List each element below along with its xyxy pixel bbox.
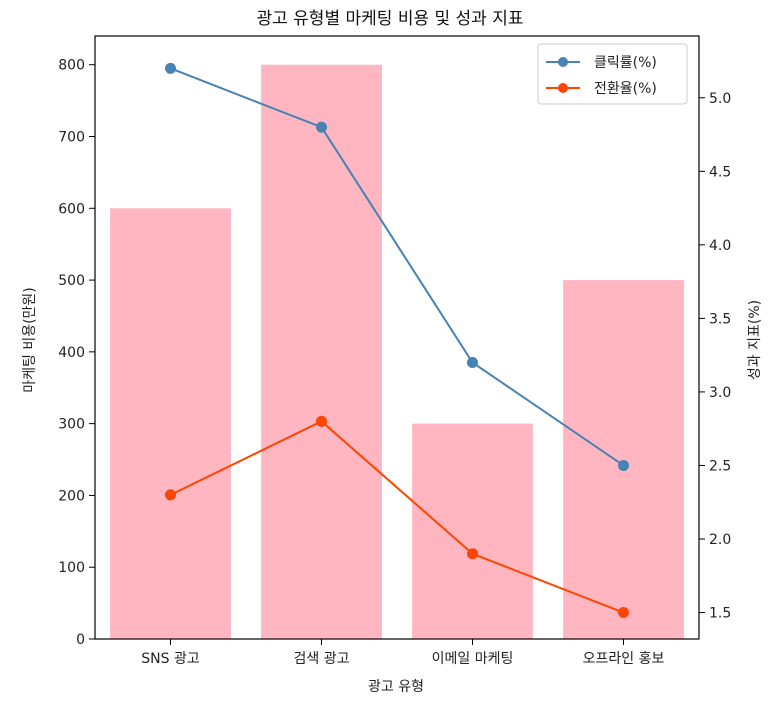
- x-tick-label: SNS 광고: [141, 651, 200, 667]
- legend-marker-click-rate: [558, 57, 568, 67]
- y-axis-right-title: 성과 지표(%): [747, 300, 763, 380]
- y-left-tick-label: 400: [58, 345, 85, 361]
- series-line-1: [170, 67, 625, 467]
- y-left-tick-label: 0: [76, 632, 85, 648]
- x-tick-label: 검색 광고: [294, 651, 350, 667]
- series-1-point-2: [316, 121, 327, 133]
- y-left-tick-label: 500: [58, 273, 85, 289]
- series-2-point-1: [165, 489, 176, 501]
- bar-2: [261, 64, 382, 639]
- y-left-tick-label: 600: [58, 201, 85, 217]
- series-2-point-4: [618, 607, 629, 619]
- x-tick-label: 오프라인 홍보: [583, 651, 665, 667]
- lines-layer: [165, 62, 629, 619]
- series-1-point-3: [467, 357, 478, 369]
- bars-layer: [110, 64, 684, 640]
- x-tick-label: 이메일 마케팅: [432, 651, 514, 667]
- bar-1: [110, 208, 231, 640]
- x-axis-title: 광고 유형: [368, 679, 424, 695]
- y-right-tick-label: 5.0: [709, 91, 731, 107]
- y-left-tick-label: 100: [58, 560, 85, 576]
- y-right-tick-label: 4.0: [709, 238, 731, 254]
- legend-label-click-rate: 클릭률(%): [594, 55, 657, 71]
- y-left-tick-label: 800: [58, 58, 85, 74]
- legend: 클릭률(%) 전환율(%): [537, 43, 688, 105]
- series-2-point-3: [467, 548, 478, 560]
- series-line-2: [170, 420, 624, 614]
- y-right-tick-label: 2.5: [709, 458, 731, 474]
- series-1-point-4: [618, 459, 629, 471]
- bar-4: [563, 280, 684, 639]
- y-left-tick-label: 700: [58, 130, 85, 146]
- y-right-tick-label: 4.5: [709, 164, 731, 180]
- y-right-tick-label: 2.0: [709, 532, 731, 548]
- axes-layer: 0 100 200 300 400 500 600 700 800 1.5 2.0 2.5 3.0 3.5…: [58, 35, 731, 667]
- y-left-tick-label: 300: [58, 417, 85, 433]
- chart-title: 광고 유형별 마케팅 비용 및 성과 지표: [256, 9, 523, 29]
- y-right-tick-label: 3.0: [709, 385, 731, 401]
- plot-frame: [94, 35, 700, 640]
- series-1-point-1: [165, 62, 176, 74]
- y-axis-left-title: 마케팅 비용(만원): [22, 287, 38, 393]
- y-right-tick-label: 3.5: [709, 311, 731, 327]
- bar-3: [412, 423, 533, 639]
- series-2-point-2: [316, 415, 327, 427]
- legend-marker-conversion-rate: [558, 83, 568, 93]
- y-left-tick-label: 200: [58, 488, 85, 504]
- y-right-tick-label: 1.5: [709, 606, 731, 622]
- legend-label-conversion-rate: 전환율(%): [594, 81, 657, 97]
